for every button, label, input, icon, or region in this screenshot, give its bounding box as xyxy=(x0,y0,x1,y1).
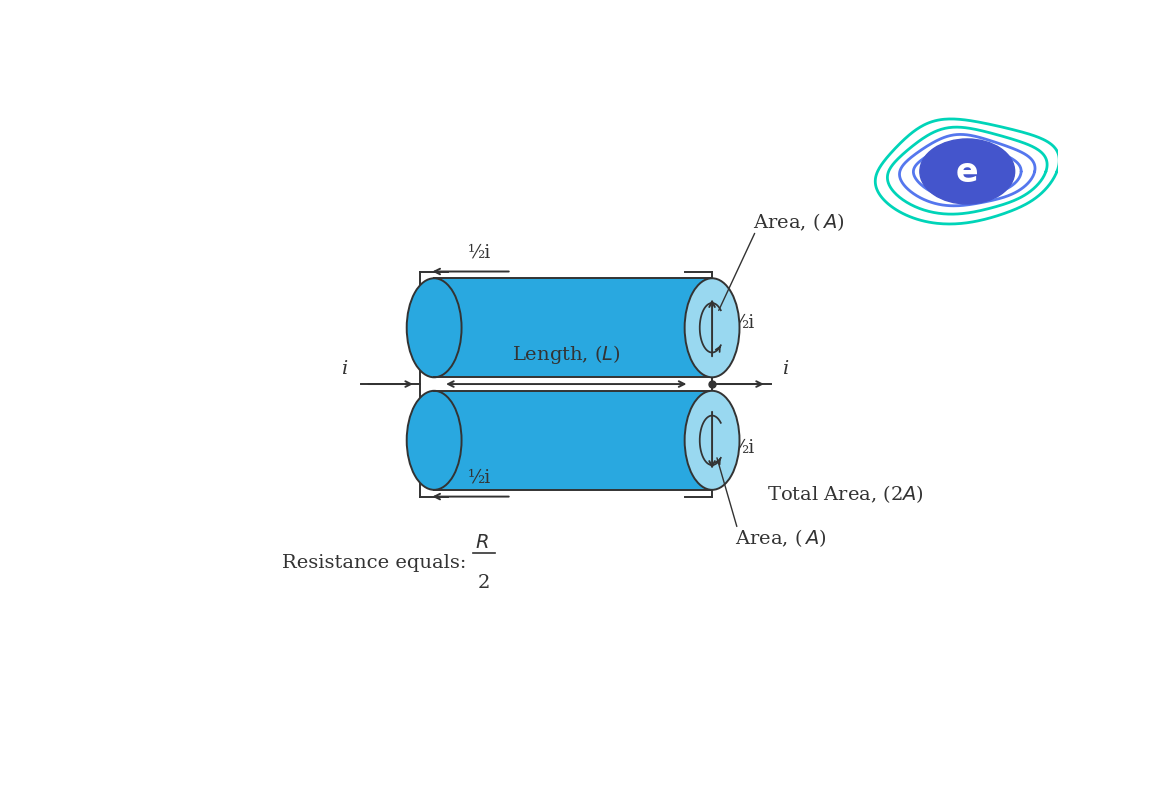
Text: ½i: ½i xyxy=(733,313,755,331)
Text: Area, ( $A$): Area, ( $A$) xyxy=(735,526,827,548)
Text: $R$: $R$ xyxy=(475,534,489,551)
Ellipse shape xyxy=(407,279,461,378)
Text: 2: 2 xyxy=(477,574,490,592)
Text: e: e xyxy=(956,156,978,189)
Text: Total Area, (2$A$): Total Area, (2$A$) xyxy=(767,483,923,504)
Text: i: i xyxy=(341,360,348,378)
Polygon shape xyxy=(434,392,713,490)
Text: Area, ( $A$): Area, ( $A$) xyxy=(753,212,846,233)
Text: ½i: ½i xyxy=(468,468,492,486)
Text: ½i: ½i xyxy=(468,243,492,261)
Text: ½i: ½i xyxy=(733,438,755,456)
Ellipse shape xyxy=(407,392,461,490)
Text: Length, ($L$): Length, ($L$) xyxy=(512,343,621,366)
Text: Resistance equals:: Resistance equals: xyxy=(282,554,470,572)
Ellipse shape xyxy=(684,279,740,378)
Polygon shape xyxy=(434,279,713,378)
Text: i: i xyxy=(782,360,788,378)
Circle shape xyxy=(920,139,1015,204)
Ellipse shape xyxy=(684,392,740,490)
